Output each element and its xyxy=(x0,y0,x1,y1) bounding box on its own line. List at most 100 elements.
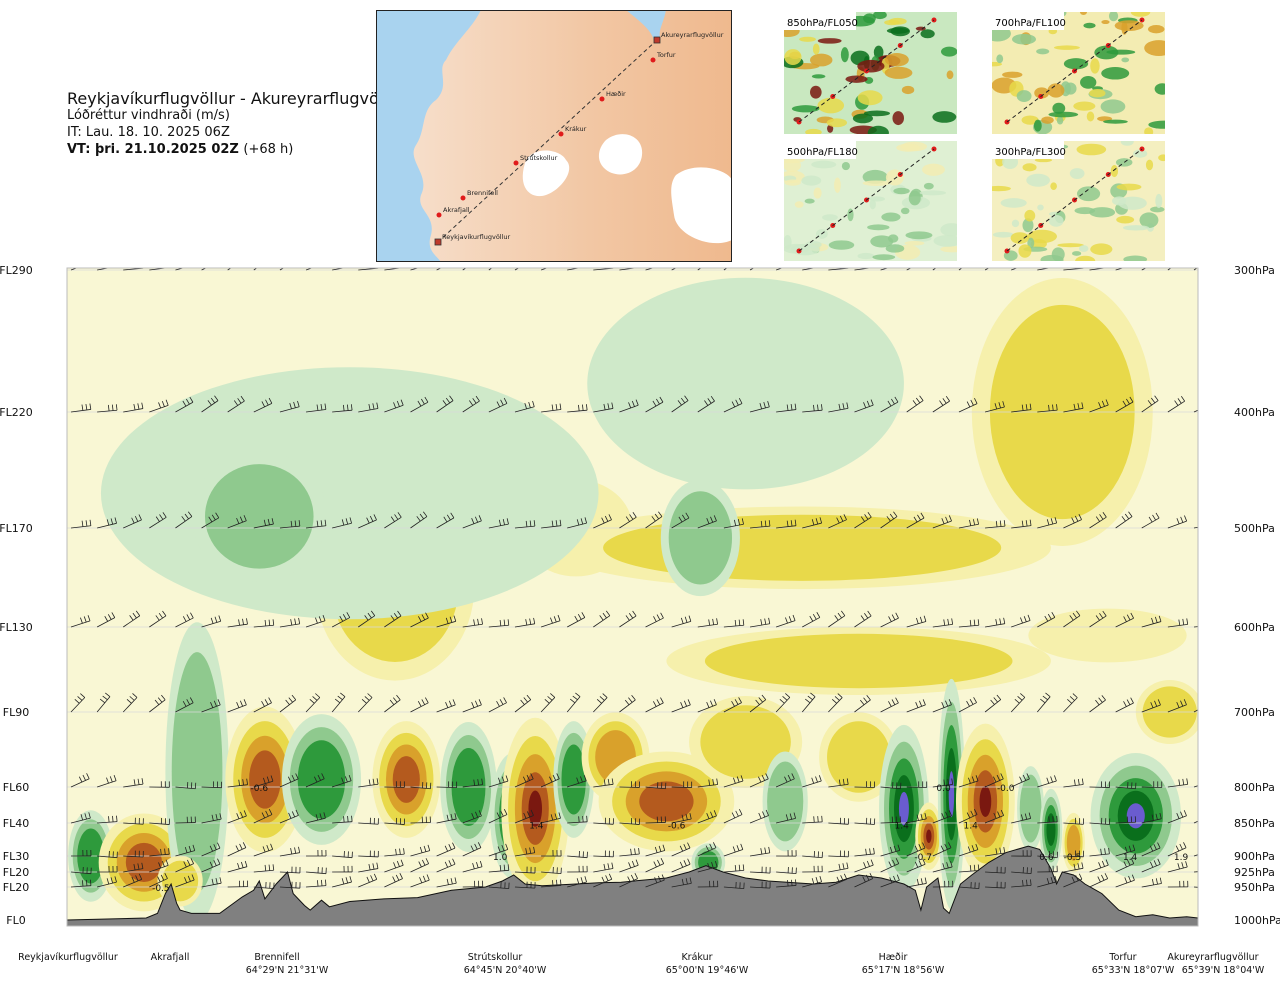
wind-barb xyxy=(932,515,952,529)
wind-barb xyxy=(462,699,482,713)
wind-barb xyxy=(358,514,377,529)
station-label: Torfur 65°33'N 18°07'W xyxy=(1092,952,1175,976)
panel-field-blob xyxy=(1077,186,1101,202)
panel-field-blob xyxy=(784,158,801,172)
wind-barb xyxy=(279,520,301,529)
panel-field-blob xyxy=(1002,71,1023,78)
panel-field-blob xyxy=(1011,219,1020,228)
wind-barb xyxy=(985,520,1006,529)
velocity-cell xyxy=(762,751,808,852)
wind-barb xyxy=(697,842,717,857)
contour-label: 1.4 xyxy=(895,821,910,831)
wind-barb xyxy=(723,864,745,873)
wind-barb xyxy=(541,866,562,875)
pressure-label: 700hPa xyxy=(1234,706,1275,719)
wind-barb xyxy=(175,816,196,824)
panel-field-blob xyxy=(922,163,945,176)
wind-barb xyxy=(567,775,587,788)
wind-barb xyxy=(776,614,796,628)
panel-field-blob xyxy=(1010,232,1030,244)
panel-field-blob xyxy=(1078,245,1089,252)
pressure-label: 925hPa xyxy=(1234,866,1275,879)
wind-barb xyxy=(880,396,899,413)
wind-barb xyxy=(384,817,406,825)
wind-barb xyxy=(462,515,482,529)
wind-barb xyxy=(201,858,221,873)
wind-barb xyxy=(906,877,927,888)
panel-field-blob xyxy=(881,212,901,222)
wind-barb xyxy=(697,778,719,788)
wind-barb xyxy=(201,842,221,857)
panel-field-blob xyxy=(1024,209,1036,222)
panel-field-blob xyxy=(799,36,816,42)
velocity-contour xyxy=(948,771,955,818)
wind-barb xyxy=(1141,842,1161,857)
wind-barb xyxy=(436,699,456,713)
wind-barb xyxy=(1141,812,1162,824)
panel-300-label-box xyxy=(992,141,1064,159)
panel-field-blob xyxy=(1147,24,1165,34)
map-waypoint-name: Reykjavíkurflugvöllur xyxy=(442,233,511,241)
wind-barb xyxy=(906,858,926,873)
route-map: Reykjavíkurflugvöllur Akrafjall Brennifell… xyxy=(376,10,732,262)
wind-barb xyxy=(70,403,92,413)
panel-field-blob xyxy=(1094,45,1119,60)
wind-barb xyxy=(332,404,353,413)
panel-field-blob xyxy=(886,27,910,34)
pressure-axis: 300hPa 400hPa 500hPa 600hPa 700hPa 800hPa 850h… xyxy=(1234,264,1280,927)
title-block: Reykjavíkurflugvöllur - Akureyrarflugvöl… xyxy=(67,90,404,158)
wind-barb xyxy=(410,858,430,873)
wind-barb xyxy=(410,396,429,413)
panel-field-blob xyxy=(841,161,850,171)
wind-barb xyxy=(801,692,816,713)
wind-barb xyxy=(436,877,457,888)
wind-barb xyxy=(410,782,432,790)
panel-field-blob xyxy=(992,231,1014,238)
wind-barb xyxy=(619,817,641,825)
wind-barb xyxy=(306,866,327,875)
contour-label: 1.0 xyxy=(493,853,508,863)
panel-field-blob xyxy=(1103,119,1128,124)
flight-level-label: FL130 xyxy=(0,621,33,634)
wind-barb xyxy=(175,858,194,873)
wind-barb xyxy=(201,699,221,713)
wind-barb xyxy=(723,397,743,413)
wind-barb xyxy=(253,518,274,529)
panel-field-blob xyxy=(1052,102,1066,114)
velocity-contour xyxy=(249,750,281,809)
wind-barb xyxy=(828,693,843,713)
wind-barb xyxy=(1167,778,1189,788)
wind-barb xyxy=(1167,515,1188,529)
panel-field-blob xyxy=(1073,101,1096,111)
velocity-contour xyxy=(297,740,346,819)
wind-barb xyxy=(645,268,655,271)
map-glacier-1 xyxy=(522,150,570,197)
wind-barb xyxy=(1011,403,1032,413)
wind-barb xyxy=(488,397,508,413)
wind-barb xyxy=(619,399,639,413)
wind-barb xyxy=(776,403,797,413)
wind-barb xyxy=(1089,268,1108,271)
wind-barb xyxy=(384,268,404,271)
wind-barb xyxy=(619,859,639,873)
panel-field-blob xyxy=(893,187,910,195)
velocity-cell xyxy=(100,367,599,620)
wind-barb xyxy=(880,844,901,857)
wind-barb xyxy=(880,858,900,873)
wind-barb xyxy=(384,859,404,873)
wind-barb xyxy=(932,778,954,788)
wind-barb xyxy=(436,842,456,857)
panel-field-blob xyxy=(1090,243,1113,255)
wind-barb xyxy=(175,268,185,271)
wind-barb xyxy=(932,810,952,824)
panel-field-blob xyxy=(892,111,904,126)
wind-barb xyxy=(410,844,431,857)
panel-500-label-box xyxy=(784,141,856,159)
wind-barb xyxy=(227,618,248,628)
wind-barb xyxy=(1037,775,1057,788)
wind-barb xyxy=(697,395,715,413)
panel-field-blob xyxy=(1158,154,1165,162)
panel-field-blob xyxy=(1016,90,1032,102)
wind-barb xyxy=(776,268,784,271)
map-waypoint-name: Strútskollur xyxy=(520,154,558,162)
